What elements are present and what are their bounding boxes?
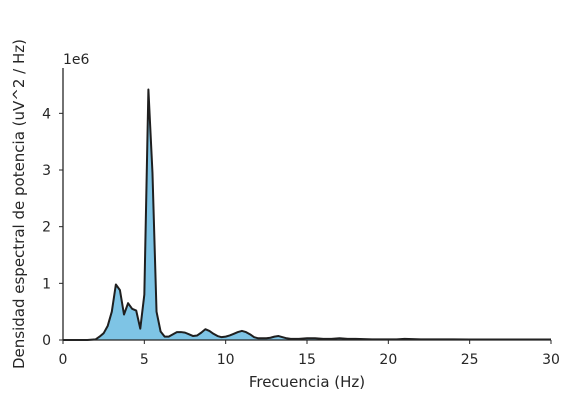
y-tick-label: 3 bbox=[42, 163, 51, 179]
series-line-0 bbox=[63, 88, 551, 341]
y-tick-label: 1 bbox=[42, 276, 51, 292]
y-tick-label: 2 bbox=[42, 220, 51, 236]
x-tick-label: 30 bbox=[542, 352, 560, 368]
plot-area bbox=[63, 88, 551, 341]
tick-labels: 0 5 10 15 20 25 30 0 1 2 3 4 bbox=[42, 106, 560, 368]
x-tick-label: 15 bbox=[298, 352, 316, 368]
x-tick-label: 5 bbox=[140, 352, 149, 368]
x-tick-label: 0 bbox=[59, 352, 68, 368]
x-tick-label: 10 bbox=[217, 352, 235, 368]
series-area-0 bbox=[63, 89, 551, 340]
y-axis-label: Densidad espectral de potencia (uV^2 / H… bbox=[10, 39, 28, 369]
x-tick-label: 20 bbox=[379, 352, 397, 368]
y-tick-label: 4 bbox=[42, 106, 51, 122]
y-offset-label: 1e6 bbox=[63, 52, 90, 68]
x-axis-label: Frecuencia (Hz) bbox=[249, 373, 365, 391]
axes bbox=[62, 68, 551, 341]
y-tick-label: 0 bbox=[42, 333, 51, 349]
x-tick-label: 25 bbox=[461, 352, 479, 368]
